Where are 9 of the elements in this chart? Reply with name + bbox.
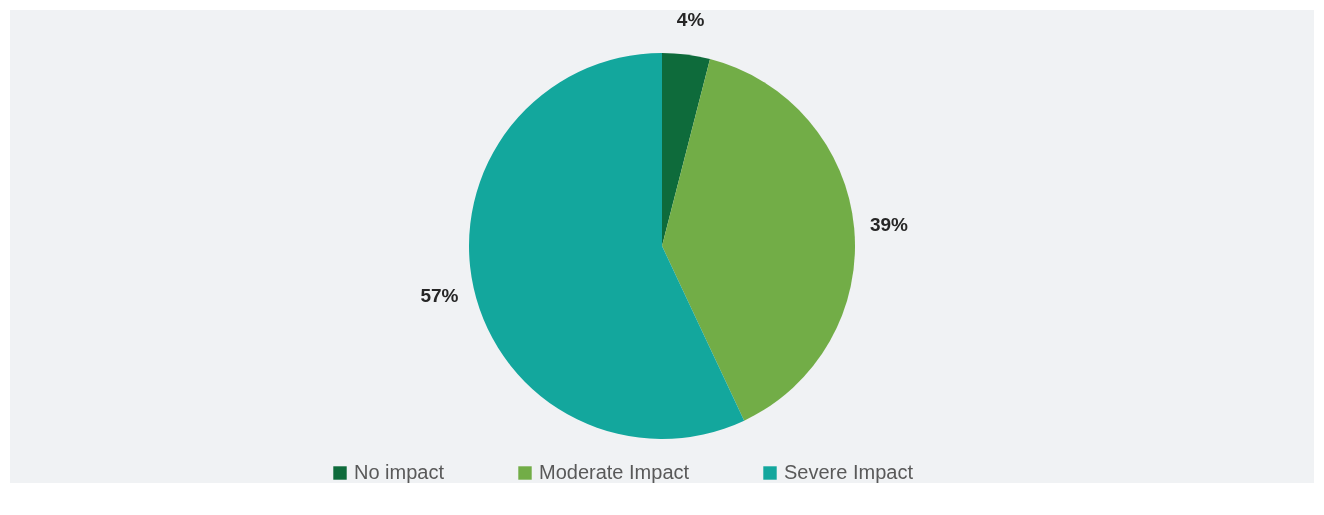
legend-label: Moderate Impact <box>539 461 690 483</box>
pie-slice <box>469 53 745 439</box>
pie-slice <box>662 59 855 421</box>
data-label: 4% <box>676 8 705 30</box>
data-label: 57% <box>420 284 459 306</box>
legend-label: Severe Impact <box>784 461 914 483</box>
pie-slice <box>662 53 710 246</box>
legend-label: No impact <box>354 461 445 483</box>
data-label: 39% <box>869 213 909 235</box>
